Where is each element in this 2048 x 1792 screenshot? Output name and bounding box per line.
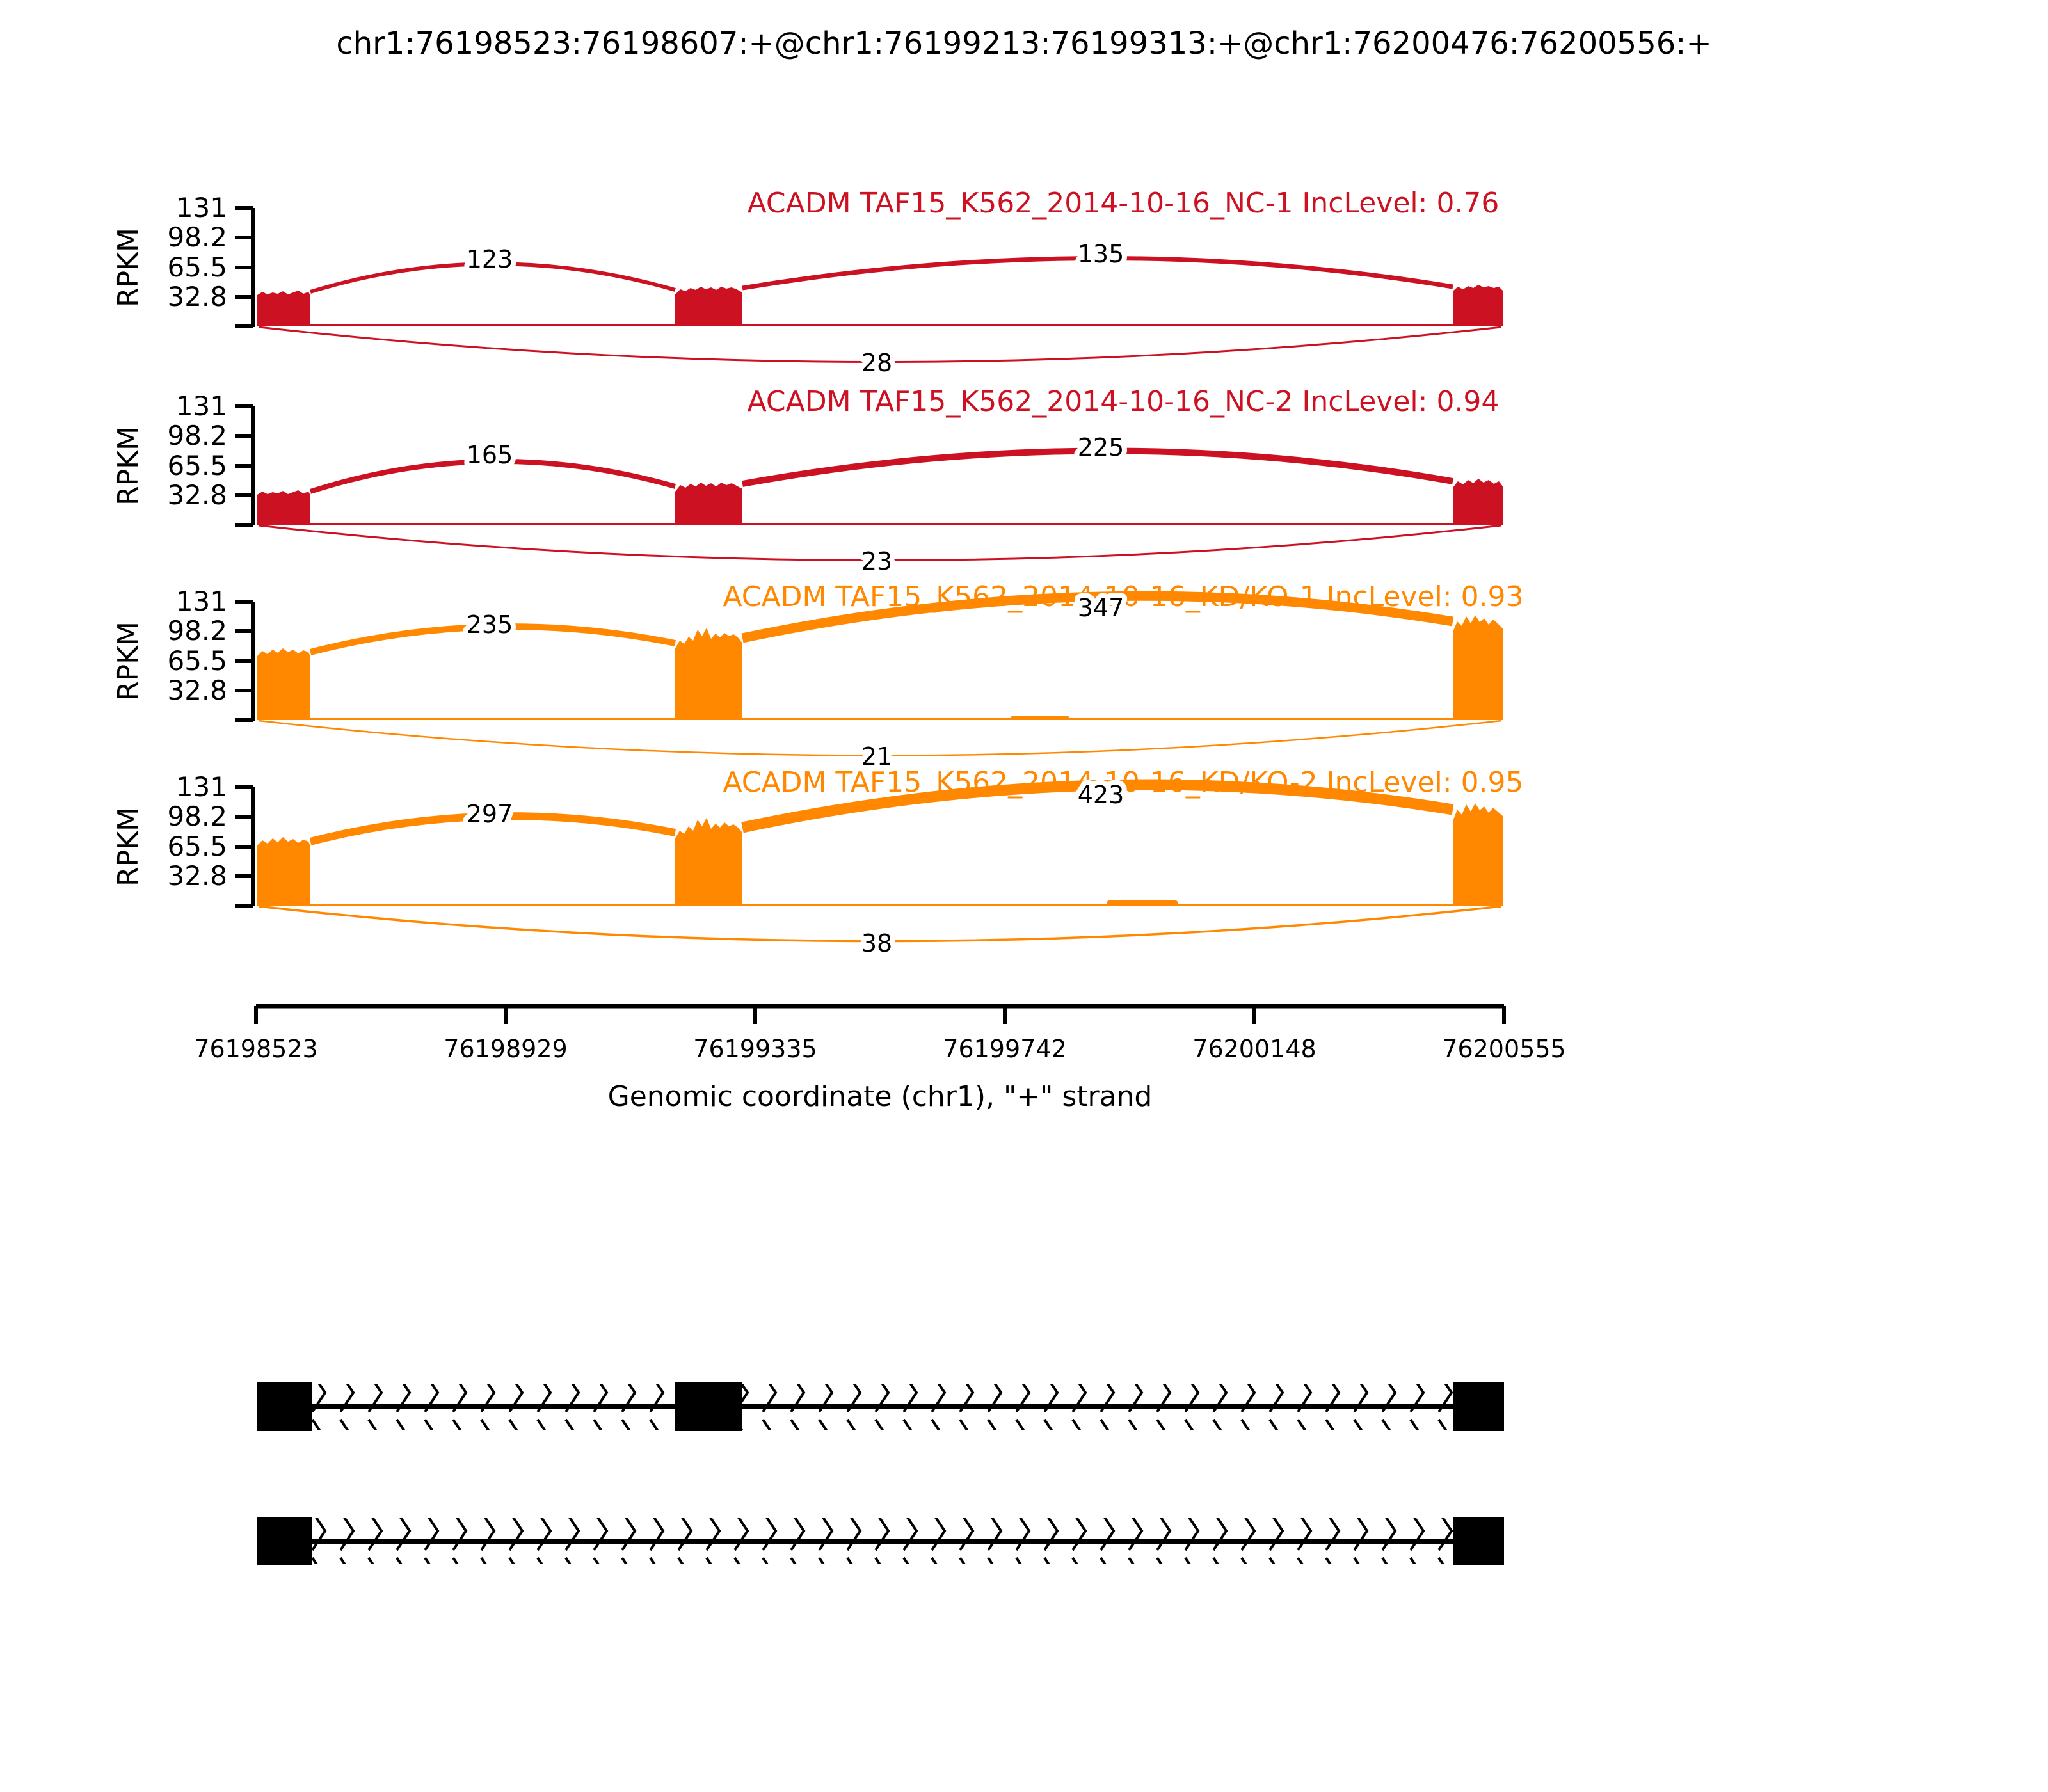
y-tick-label: 65.5 bbox=[167, 252, 227, 283]
y-tick-label: 131 bbox=[176, 586, 227, 617]
junction-count-left: 297 bbox=[467, 800, 513, 828]
y-axis: 131 98.2 65.5 32.8 RPKM bbox=[112, 192, 255, 328]
x-tick-label: 76198929 bbox=[444, 1035, 567, 1063]
junction-arc-right bbox=[741, 779, 1454, 833]
background-coverage-bump bbox=[1011, 716, 1069, 720]
track-kdko-2: 131 98.2 65.5 32.8 RPKM ACADM TAF15_K562… bbox=[112, 766, 1524, 963]
x-axis-title: Genomic coordinate (chr1), "+" strand bbox=[607, 1080, 1153, 1113]
y-tick-label: 32.8 bbox=[167, 281, 227, 312]
background-coverage bbox=[257, 523, 1503, 525]
isoform-inclusion bbox=[257, 1382, 1504, 1431]
exon-block-3 bbox=[1453, 1382, 1504, 1431]
skip-junction-arc bbox=[258, 524, 1502, 561]
x-tick-label: 76199742 bbox=[943, 1035, 1066, 1063]
coverage-exon1 bbox=[257, 291, 310, 326]
y-tick-label: 131 bbox=[176, 390, 227, 422]
junction-arc-right bbox=[742, 447, 1453, 487]
junction-count-left: 123 bbox=[467, 245, 513, 273]
rpkm-axis-label: RPKM bbox=[112, 228, 145, 307]
coverage-exon3 bbox=[1453, 285, 1503, 326]
junction-arc-left bbox=[309, 812, 676, 845]
coverage-exon1 bbox=[257, 837, 310, 906]
exon-block-3 bbox=[1453, 1517, 1504, 1565]
x-tick-label: 76200555 bbox=[1442, 1035, 1565, 1063]
intron-arrows bbox=[312, 1384, 675, 1430]
coverage-exon3 bbox=[1453, 803, 1503, 906]
y-axis: 131 98.2 65.5 32.8 RPKM bbox=[112, 586, 255, 722]
y-tick-label: 32.8 bbox=[167, 479, 227, 511]
coverage-exon2 bbox=[675, 287, 742, 326]
coverage-exon1 bbox=[257, 490, 310, 525]
x-tick-label: 76198523 bbox=[194, 1035, 317, 1063]
figure-title: chr1:76198523:76198607:+@chr1:76199213:7… bbox=[336, 26, 1712, 61]
junction-count-skip: 28 bbox=[861, 349, 892, 377]
track-nc-1: 131 98.2 65.5 32.8 RPKM ACADM TAF15_K562… bbox=[112, 187, 1503, 382]
junction-arc-left bbox=[310, 262, 676, 294]
x-axis-ticks bbox=[254, 1006, 1506, 1024]
y-axis-ticks bbox=[235, 206, 253, 328]
junction-arc-left bbox=[309, 458, 676, 494]
gene-model bbox=[257, 1382, 1504, 1565]
y-axis-ticks bbox=[235, 785, 253, 908]
y-axis: 131 98.2 65.5 32.8 RPKM bbox=[112, 771, 255, 908]
skip-junction-arc bbox=[258, 905, 1502, 943]
track-kdko-1: 131 98.2 65.5 32.8 RPKM ACADM TAF15_K562… bbox=[112, 580, 1524, 776]
coverage-exon2 bbox=[675, 628, 742, 720]
background-coverage-bump bbox=[1107, 900, 1178, 906]
background-coverage bbox=[257, 718, 1503, 720]
y-axis-ticks bbox=[235, 600, 253, 722]
coverage-exon2 bbox=[675, 818, 742, 906]
x-tick-label: 76199335 bbox=[693, 1035, 817, 1063]
y-tick-label: 32.8 bbox=[167, 860, 227, 892]
y-tick-label: 98.2 bbox=[167, 420, 227, 451]
y-axis-ticks bbox=[235, 404, 253, 527]
y-tick-label: 98.2 bbox=[167, 221, 227, 253]
junction-count-skip: 38 bbox=[861, 929, 892, 957]
junction-count-right: 225 bbox=[1078, 433, 1124, 461]
isoform-skipping bbox=[257, 1517, 1504, 1565]
y-tick-label: 65.5 bbox=[167, 450, 227, 481]
coverage-exon1 bbox=[257, 648, 310, 720]
y-tick-label: 98.2 bbox=[167, 801, 227, 832]
x-axis: 76198523 76198929 76199335 76199742 7620… bbox=[194, 1004, 1566, 1063]
coverage-exon2 bbox=[675, 483, 742, 525]
rpkm-axis-label: RPKM bbox=[112, 807, 145, 886]
exon-block-1 bbox=[257, 1382, 312, 1431]
y-tick-label: 65.5 bbox=[167, 645, 227, 676]
rpkm-axis-label: RPKM bbox=[112, 426, 145, 506]
junction-arc-left bbox=[309, 623, 676, 655]
intron-arrows bbox=[312, 1518, 1453, 1564]
junction-count-right: 135 bbox=[1078, 240, 1124, 268]
track-nc-2: 131 98.2 65.5 32.8 RPKM ACADM TAF15_K562… bbox=[112, 385, 1503, 580]
track-title: ACADM TAF15_K562_2014-10-16_NC-2 IncLeve… bbox=[748, 385, 1500, 418]
intron-arrows bbox=[742, 1384, 1453, 1430]
y-tick-label: 131 bbox=[176, 771, 227, 803]
y-tick-label: 98.2 bbox=[167, 615, 227, 646]
y-tick-label: 131 bbox=[176, 192, 227, 223]
junction-count-right: 423 bbox=[1078, 781, 1124, 809]
exon-block-1 bbox=[257, 1517, 312, 1565]
y-tick-label: 32.8 bbox=[167, 675, 227, 706]
skip-junction-arc bbox=[258, 719, 1502, 756]
coverage-exon3 bbox=[1453, 615, 1503, 720]
junction-arc-right bbox=[742, 256, 1453, 291]
y-tick-label: 65.5 bbox=[167, 831, 227, 862]
background-coverage bbox=[257, 324, 1503, 326]
junction-count-left: 235 bbox=[467, 611, 513, 639]
exon-block-2 bbox=[675, 1382, 742, 1431]
junction-count-left: 165 bbox=[467, 441, 513, 469]
y-axis: 131 98.2 65.5 32.8 RPKM bbox=[112, 390, 255, 527]
junction-arc-right bbox=[741, 591, 1454, 643]
skip-junction-arc bbox=[258, 326, 1502, 363]
track-title: ACADM TAF15_K562_2014-10-16_NC-1 IncLeve… bbox=[748, 187, 1500, 220]
background-coverage bbox=[257, 904, 1503, 906]
junction-count-skip: 21 bbox=[861, 742, 892, 771]
junction-count-skip: 23 bbox=[861, 547, 892, 575]
rpkm-axis-label: RPKM bbox=[112, 621, 145, 701]
coverage-exon3 bbox=[1453, 479, 1503, 525]
junction-count-right: 347 bbox=[1078, 594, 1124, 622]
x-tick-label: 76200148 bbox=[1192, 1035, 1316, 1063]
